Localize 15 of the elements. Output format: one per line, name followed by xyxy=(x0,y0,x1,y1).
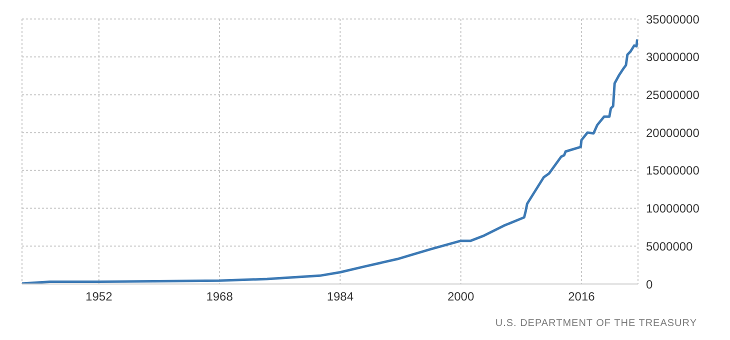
line-series xyxy=(22,38,638,284)
y-tick-label: 30000000 xyxy=(646,50,700,64)
x-tick-label: 2000 xyxy=(447,290,474,304)
text: U.S. DEPARTMENT OF THE TREASURY xyxy=(495,318,697,329)
y-tick-label: 0 xyxy=(646,277,653,292)
y-tick-label: 25000000 xyxy=(646,88,700,102)
x-tick-label: 1984 xyxy=(326,290,354,304)
x-tick-label: 1968 xyxy=(206,290,234,304)
y-tick-label: 5000000 xyxy=(646,239,694,254)
y-tick-label: 20000000 xyxy=(646,126,700,140)
x-tick-label: 1952 xyxy=(86,290,113,304)
y-tick-label: 15000000 xyxy=(646,164,700,178)
y-tick-label: 35000000 xyxy=(646,12,700,26)
x-tick-label: 2016 xyxy=(568,290,596,304)
y-tick-label: 10000000 xyxy=(646,202,700,216)
